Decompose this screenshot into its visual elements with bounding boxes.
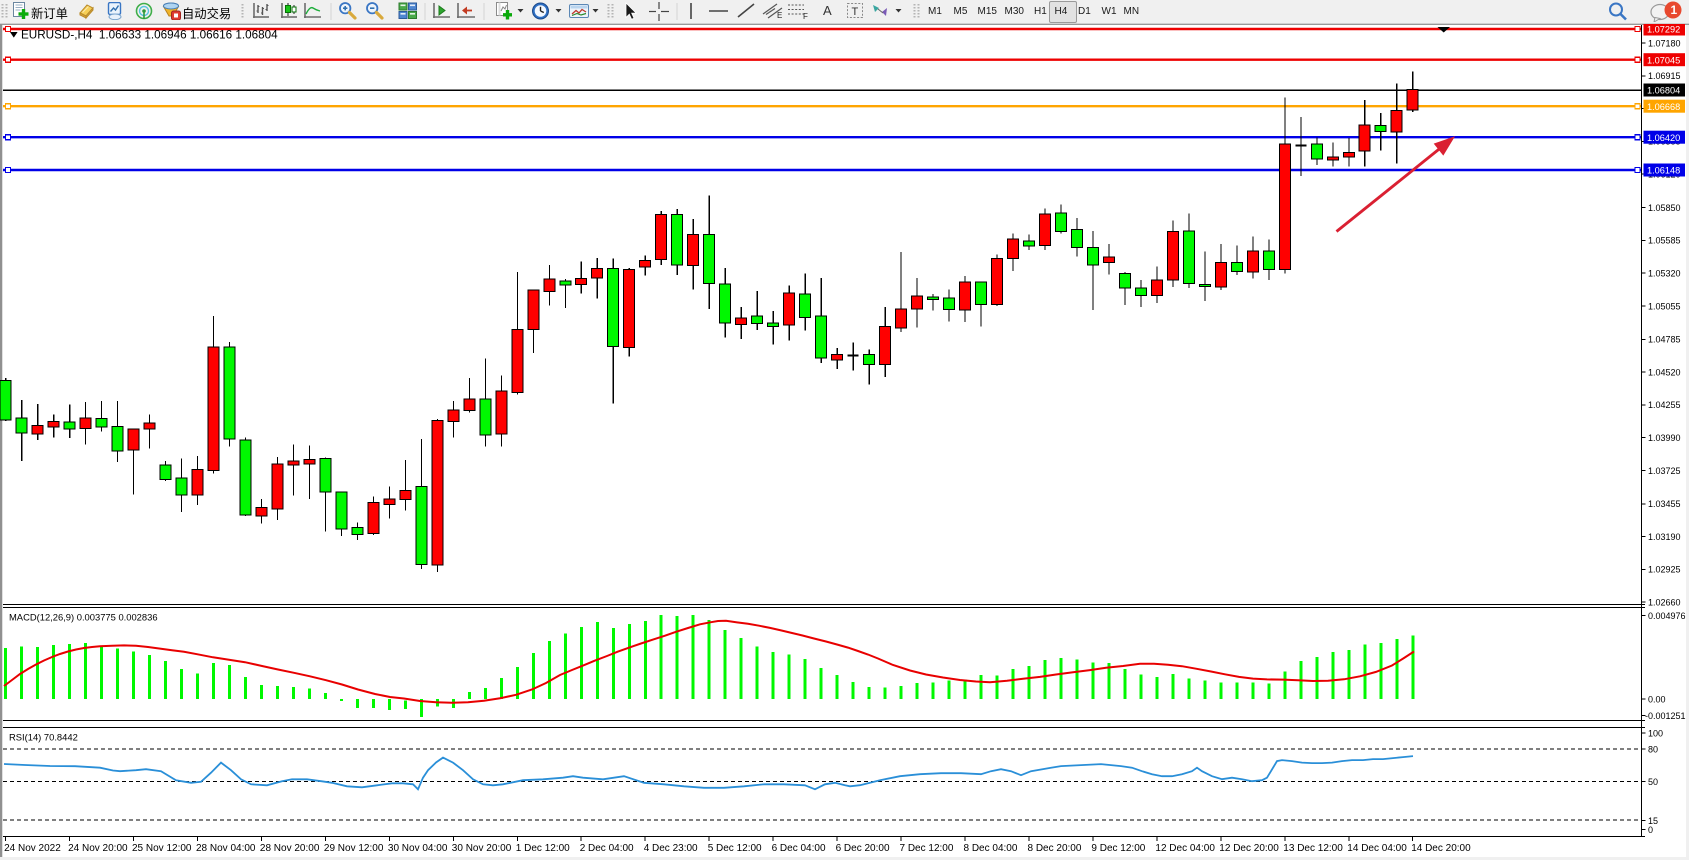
svg-text:12 Dec 20:00: 12 Dec 20:00 [1219, 843, 1279, 854]
svg-text:100: 100 [1648, 728, 1663, 738]
svg-text:30 Nov 04:00: 30 Nov 04:00 [388, 843, 448, 854]
svg-text:1.04520: 1.04520 [1648, 367, 1681, 377]
svg-text:12 Dec 04:00: 12 Dec 04:00 [1155, 843, 1215, 854]
svg-text:1.02925: 1.02925 [1648, 565, 1681, 575]
svg-text:1.05585: 1.05585 [1648, 236, 1681, 246]
svg-text:6 Dec 04:00: 6 Dec 04:00 [772, 843, 826, 854]
svg-text:28 Nov 20:00: 28 Nov 20:00 [260, 843, 320, 854]
svg-text:1: 1 [1671, 3, 1678, 17]
svg-text:1.05320: 1.05320 [1648, 269, 1681, 279]
svg-text:1 Dec 12:00: 1 Dec 12:00 [516, 843, 570, 854]
svg-text:14 Dec 04:00: 14 Dec 04:00 [1347, 843, 1407, 854]
svg-text:F: F [803, 12, 808, 20]
svg-text:15: 15 [1648, 816, 1658, 826]
svg-text:1.03190: 1.03190 [1648, 532, 1681, 542]
svg-text:14 Dec 20:00: 14 Dec 20:00 [1411, 843, 1471, 854]
svg-text:1.07180: 1.07180 [1648, 38, 1681, 48]
svg-text:24 Nov 20:00: 24 Nov 20:00 [68, 843, 128, 854]
svg-text:8 Dec 04:00: 8 Dec 04:00 [964, 843, 1018, 854]
svg-text:1.03990: 1.03990 [1648, 433, 1681, 443]
svg-text:28 Nov 04:00: 28 Nov 04:00 [196, 843, 256, 854]
svg-text:1.04785: 1.04785 [1648, 335, 1681, 345]
svg-text:1.03455: 1.03455 [1648, 499, 1681, 509]
svg-text:0.00: 0.00 [1648, 694, 1666, 704]
svg-text:1.02660: 1.02660 [1648, 598, 1681, 608]
svg-text:13 Dec 12:00: 13 Dec 12:00 [1283, 843, 1343, 854]
svg-text:1.05850: 1.05850 [1648, 203, 1681, 213]
svg-text:1.06420: 1.06420 [1647, 133, 1680, 143]
svg-text:1.06148: 1.06148 [1647, 166, 1680, 176]
svg-text:7 Dec 12:00: 7 Dec 12:00 [900, 843, 954, 854]
svg-text:MACD(12,26,9) 0.003775 0.00283: MACD(12,26,9) 0.003775 0.002836 [9, 612, 158, 623]
svg-text:1.03725: 1.03725 [1648, 466, 1681, 476]
svg-text:1.07292: 1.07292 [1647, 25, 1680, 35]
svg-text:80: 80 [1648, 744, 1658, 754]
svg-text:T: T [852, 6, 859, 18]
svg-text:0: 0 [1648, 825, 1653, 835]
svg-text:8 Dec 20:00: 8 Dec 20:00 [1028, 843, 1082, 854]
svg-text:1.05055: 1.05055 [1648, 301, 1681, 311]
svg-text:RSI(14) 70.8442: RSI(14) 70.8442 [9, 732, 78, 743]
svg-text:4 Dec 23:00: 4 Dec 23:00 [644, 843, 698, 854]
svg-text:24 Nov 2022: 24 Nov 2022 [4, 843, 61, 854]
svg-text:5 Dec 12:00: 5 Dec 12:00 [708, 843, 762, 854]
svg-text:E: E [777, 11, 782, 20]
svg-text:2 Dec 04:00: 2 Dec 04:00 [580, 843, 634, 854]
svg-text:1.06668: 1.06668 [1647, 102, 1680, 112]
svg-text:9 Dec 12:00: 9 Dec 12:00 [1091, 843, 1145, 854]
svg-text:25 Nov 12:00: 25 Nov 12:00 [132, 843, 192, 854]
svg-text:1.06915: 1.06915 [1648, 71, 1681, 81]
svg-text:-0.001251: -0.001251 [1645, 711, 1686, 721]
svg-text:29 Nov 12:00: 29 Nov 12:00 [324, 843, 384, 854]
svg-text:EURUSD-,H4 1.06633 1.06946 1.: EURUSD-,H4 1.06633 1.06946 1.06616 1.068… [21, 29, 278, 42]
svg-text:6 Dec 20:00: 6 Dec 20:00 [836, 843, 890, 854]
svg-text:1.07045: 1.07045 [1647, 55, 1680, 65]
svg-text:1.04255: 1.04255 [1648, 400, 1681, 410]
svg-text:1.06804: 1.06804 [1647, 86, 1680, 96]
svg-text:30 Nov 20:00: 30 Nov 20:00 [452, 843, 512, 854]
svg-text:0.004976: 0.004976 [1648, 611, 1686, 621]
svg-text:50: 50 [1648, 777, 1658, 787]
